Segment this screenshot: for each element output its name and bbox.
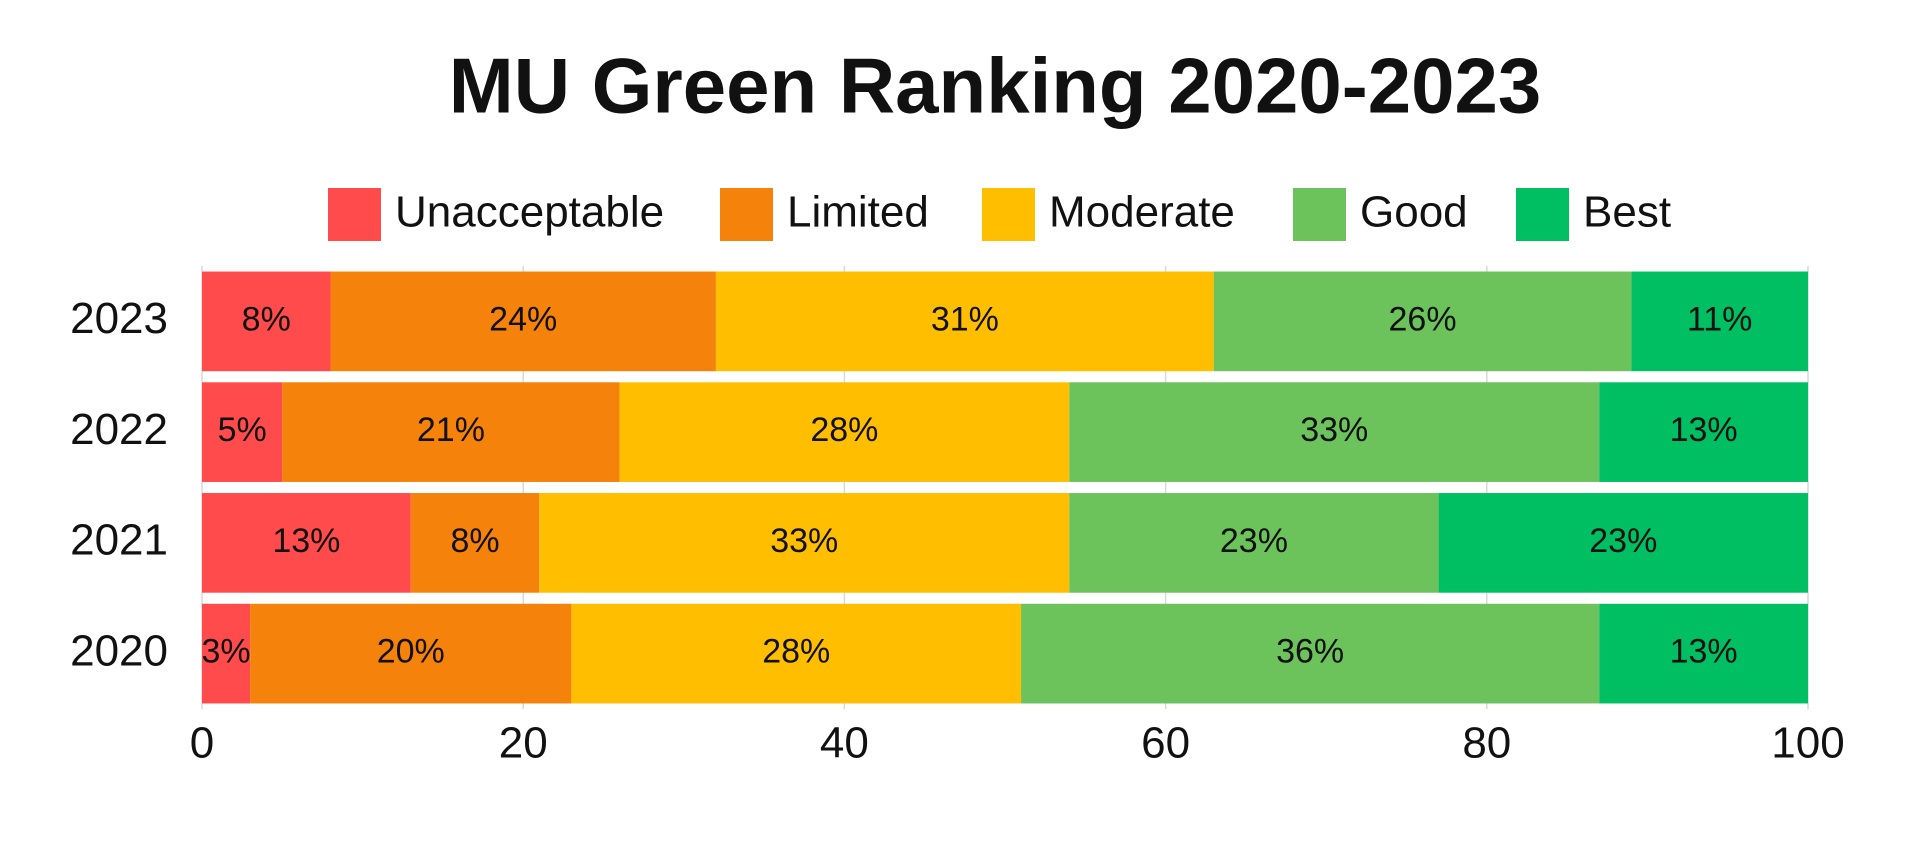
- data-label: 33%: [1300, 411, 1368, 449]
- bar-segment: [410, 493, 540, 593]
- x-tick-label: 0: [190, 719, 214, 768]
- data-label: 8%: [450, 522, 499, 560]
- legend-label: Limited: [787, 188, 929, 237]
- data-label: 36%: [1276, 633, 1344, 671]
- data-label: 8%: [242, 300, 291, 338]
- data-label: 21%: [417, 411, 485, 449]
- data-label: 5%: [218, 411, 267, 449]
- legend-swatch: [1293, 188, 1346, 241]
- bar-segment: [1599, 603, 1808, 704]
- bar-segment: [330, 271, 716, 372]
- bar-segment: [1631, 271, 1808, 372]
- y-tick-label: 2021: [70, 516, 168, 565]
- data-label: 33%: [770, 522, 838, 560]
- legend-swatch: [1516, 188, 1569, 241]
- data-label: 31%: [931, 300, 999, 338]
- data-label: 13%: [1670, 411, 1738, 449]
- bar-segment: [202, 493, 411, 593]
- data-label: 26%: [1389, 300, 1457, 338]
- bar-segment: [571, 603, 1022, 704]
- bar-segment: [1599, 382, 1808, 482]
- legend-label: Moderate: [1049, 188, 1235, 237]
- bar-segment: [1213, 271, 1632, 372]
- bar-segment: [282, 382, 620, 482]
- x-tick-label: 80: [1462, 719, 1511, 768]
- bar-segment: [202, 271, 331, 372]
- bar-segment: [619, 382, 1070, 482]
- legend-label: Best: [1583, 188, 1671, 237]
- data-label: 23%: [1220, 522, 1288, 560]
- data-label: 23%: [1589, 522, 1657, 560]
- x-tick-label: 60: [1141, 719, 1190, 768]
- y-tick-label: 2020: [70, 626, 168, 675]
- legend-swatch: [982, 188, 1035, 241]
- data-label: 28%: [810, 411, 878, 449]
- bar-segment: [250, 603, 572, 704]
- legend-swatch: [328, 188, 381, 241]
- x-tick-label: 40: [820, 719, 869, 768]
- legend-swatch: [720, 188, 773, 241]
- data-label: 13%: [1670, 633, 1738, 671]
- data-label: 20%: [377, 633, 445, 671]
- legend-label: Unacceptable: [395, 188, 664, 237]
- data-label: 28%: [762, 633, 830, 671]
- bar-segment: [202, 603, 251, 704]
- y-tick-label: 2022: [70, 405, 168, 454]
- data-label: 3%: [202, 633, 251, 671]
- bar-segment: [539, 493, 1070, 593]
- data-label: 24%: [489, 300, 557, 338]
- y-tick-label: 2023: [70, 294, 168, 343]
- bar-segment: [202, 382, 283, 482]
- data-label: 11%: [1687, 300, 1753, 338]
- chart-title: MU Green Ranking 2020-2023: [449, 42, 1541, 130]
- bar-segment: [1069, 493, 1439, 593]
- bar-segment: [1069, 382, 1600, 482]
- bar-segment: [715, 271, 1214, 372]
- x-tick-label: 20: [499, 719, 548, 768]
- x-tick-label: 100: [1771, 719, 1844, 768]
- bar-segment: [1438, 493, 1808, 593]
- data-label: 13%: [272, 522, 340, 560]
- legend-label: Good: [1360, 188, 1468, 237]
- bar-segment: [1021, 603, 1600, 704]
